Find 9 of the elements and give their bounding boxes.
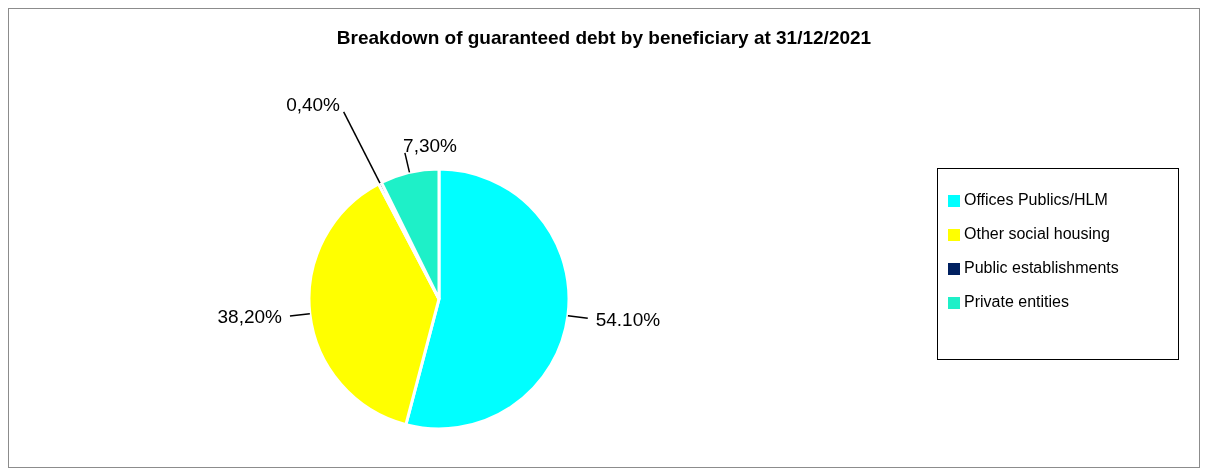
legend-label: Offices Publics/HLM: [964, 191, 1108, 208]
legend-label: Other social housing: [964, 225, 1110, 242]
legend-label: Public establishments: [964, 259, 1119, 276]
data-label: 54.10%: [595, 308, 661, 330]
data-label: 38,20%: [217, 306, 283, 328]
legend-label: Private entities: [964, 293, 1069, 310]
data-label: 7,30%: [403, 134, 458, 156]
chart-title: Breakdown of guaranteed debt by beneficiary at 31/12/2021: [335, 26, 873, 49]
data-label: 0,40%: [286, 94, 341, 116]
